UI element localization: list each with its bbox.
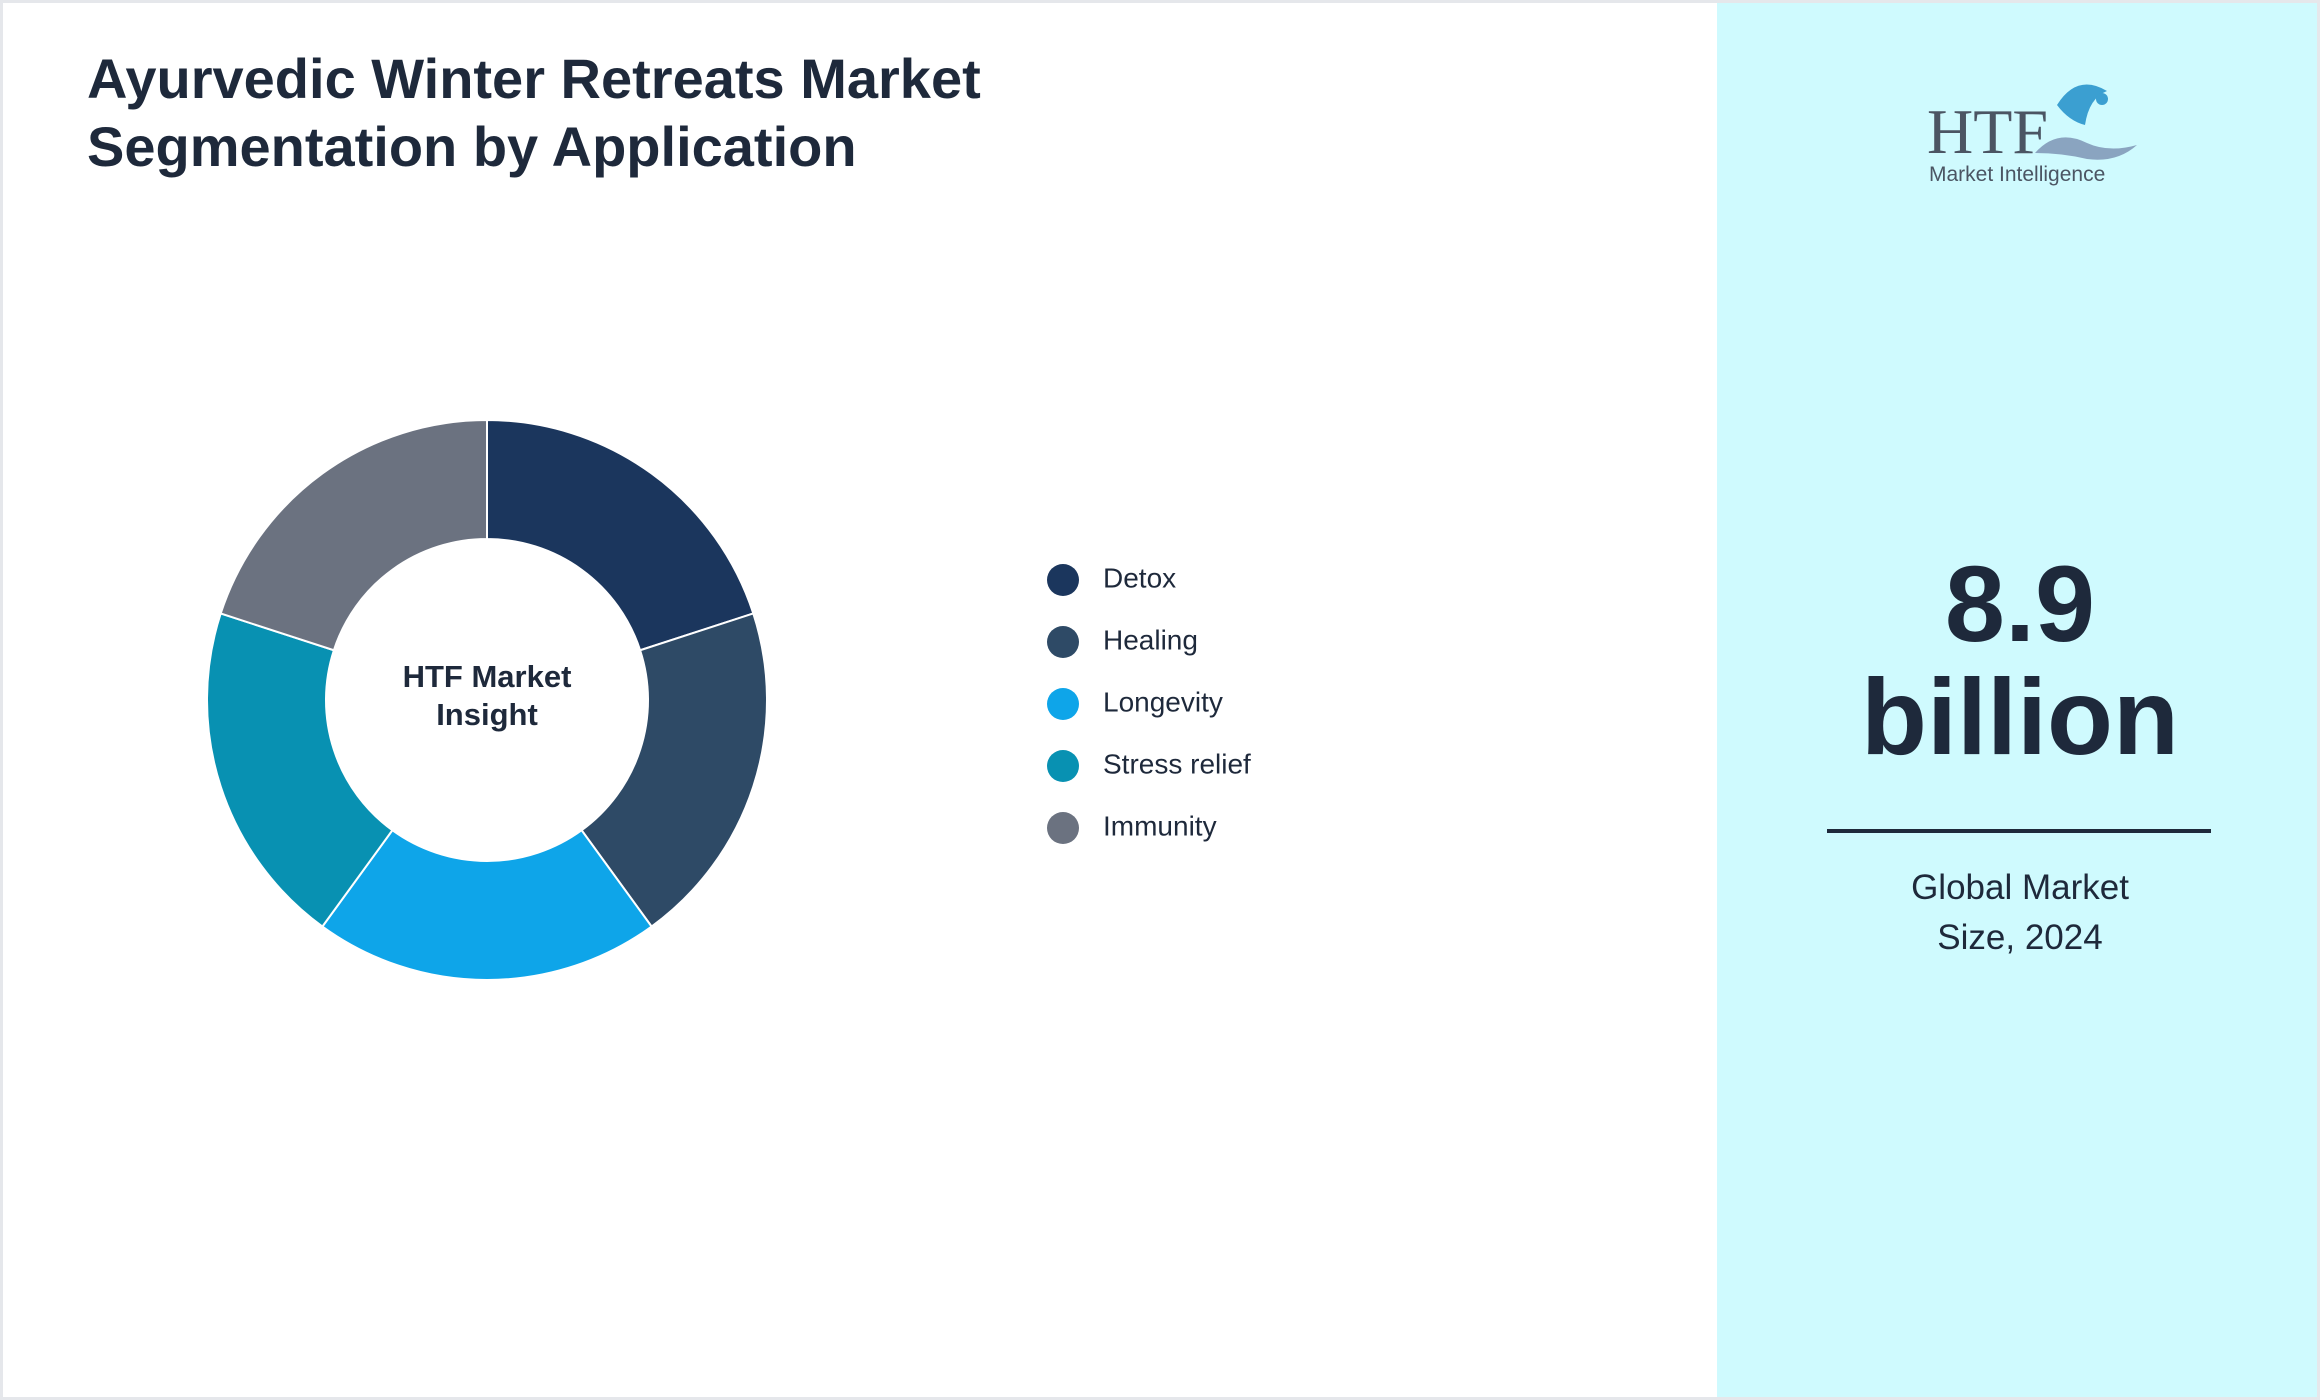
slice	[206, 612, 394, 928]
slice	[486, 418, 755, 652]
slice	[219, 418, 488, 652]
legend-swatch	[1047, 688, 1079, 720]
slice	[580, 612, 768, 928]
logo-icon	[2096, 93, 2108, 105]
slice	[321, 828, 653, 982]
divider	[1827, 829, 2211, 833]
center-label: HTF Market Insight	[402, 659, 572, 732]
chart-title: Ayurvedic Winter Retreats Market Segment…	[87, 47, 981, 178]
legend-swatch	[1047, 750, 1079, 782]
market-size-unit: billion	[1861, 656, 2179, 777]
market-size-value: 8.9	[1944, 543, 2096, 664]
legend-swatch	[1047, 564, 1079, 596]
logo-tagline: Market Intelligence	[1929, 163, 2105, 186]
side-panel: HTF Market Intelligence 8.9 billion Glob…	[1717, 3, 2317, 1397]
logo: HTF Market Intelligence	[1927, 84, 2137, 186]
legend-label: Longevity	[1103, 686, 1223, 717]
logo-icon	[2057, 84, 2107, 125]
legend-label: Immunity	[1103, 810, 1217, 841]
legend-label: Detox	[1103, 562, 1176, 593]
logo-brand: HTF	[1927, 96, 2048, 167]
logo-icon	[2035, 137, 2137, 160]
legend-swatch	[1047, 812, 1079, 844]
legend-label: Stress relief	[1103, 748, 1251, 779]
legend-label: Healing	[1103, 624, 1198, 655]
caption: Global Market Size, 2024	[1911, 868, 2129, 957]
chart: Detox Healing Longevity Stress relief Immuni…	[206, 418, 1251, 982]
legend-swatch	[1047, 626, 1079, 658]
